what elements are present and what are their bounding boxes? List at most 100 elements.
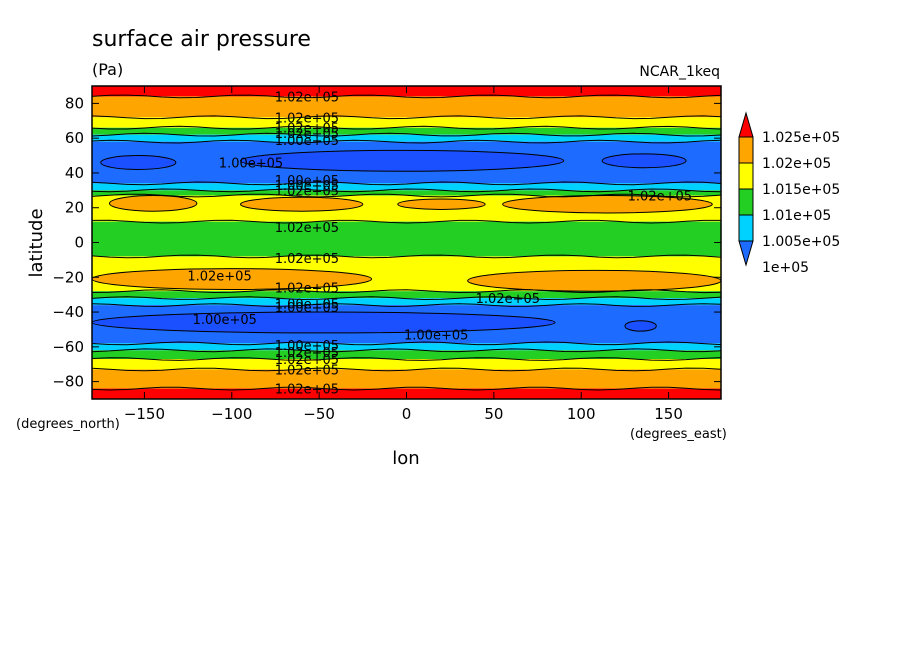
pressure-band-3: [92, 127, 721, 135]
x-axis: −150 −100 −50 0 50 100 150: [124, 86, 683, 423]
y-tick-label: 0: [74, 234, 84, 252]
chart-units: (Pa): [92, 60, 123, 79]
colorbar-segment: [738, 136, 754, 164]
colorbar-level-label: 1.025e+05: [762, 130, 840, 146]
contour-line-8: [92, 219, 721, 224]
contour-line-1: [92, 115, 721, 120]
y-axis: −80 −60 −40 −20 0 20 40 60 80: [52, 94, 721, 391]
contour-label: 1.02e+05: [275, 282, 339, 297]
y-tick-label: 40: [65, 164, 84, 182]
colorbar-level-label: 1.02e+05: [762, 156, 831, 172]
contour-line-0: [92, 94, 721, 99]
contour-label: 1.02e+05: [275, 363, 339, 378]
contour-label: 1.02e+05: [275, 184, 339, 199]
x-tick-label: −150: [124, 405, 165, 423]
colorbar-segment: [738, 214, 754, 242]
pressure-cell-6: [502, 195, 713, 214]
contour-label: 1.02e+05: [275, 122, 339, 137]
y-axis-units: (degrees_north): [16, 417, 120, 432]
pressure-band-16: [92, 359, 721, 370]
y-tick-label: 60: [65, 129, 84, 147]
contour-label: 1.02e+05: [275, 252, 339, 267]
colorbar-legend: 1.025e+05 1.02e+05 1.015e+05 1.01e+05 1.005e…: [738, 111, 840, 276]
pressure-cell-2: [601, 153, 687, 169]
pressure-cell-5: [397, 198, 486, 210]
contour-label: 1.00e+05: [404, 329, 468, 344]
contour-line-10: [92, 289, 721, 294]
chart-title: surface air pressure: [92, 27, 311, 52]
contour-line-14: [92, 348, 721, 353]
colorbar-segment: [738, 188, 754, 216]
pressure-band-15: [92, 350, 721, 360]
x-axis-label: lon: [392, 448, 419, 469]
pressure-band-1: [92, 96, 721, 118]
contour-label: 1.02e+05: [275, 111, 339, 126]
x-tick-label: 100: [567, 405, 596, 423]
contour-line-3: [92, 132, 721, 137]
pressure-band-11: [92, 291, 721, 299]
contour-line-9: [92, 254, 721, 259]
pressure-cell-0: [100, 155, 177, 170]
pressure-cells: [92, 149, 721, 334]
y-tick-label: −80: [52, 373, 84, 391]
x-axis-units: (degrees_east): [630, 427, 727, 442]
contour-line-15: [92, 357, 721, 361]
pressure-cell-3: [108, 195, 198, 212]
pressure-cell-8: [467, 269, 721, 292]
contour-label: 1.02e+05: [275, 221, 339, 236]
pressure-band-6: [92, 183, 721, 191]
x-tick-label: −50: [303, 405, 335, 423]
pressure-band-14: [92, 343, 721, 351]
pressure-cell-4: [240, 196, 364, 212]
x-tick-label: 0: [402, 405, 412, 423]
contour-label: 1.00e+05: [275, 174, 339, 189]
y-tick-label: −40: [52, 303, 84, 321]
y-tick-label: 20: [65, 199, 84, 217]
pressure-cell-10: [624, 320, 657, 332]
contour-label: 1.00e+05: [275, 179, 339, 194]
contour-label: 1.02e+05: [275, 127, 339, 142]
colorbar-level-label: 1.005e+05: [762, 234, 840, 250]
contour-label: 1.02e+05: [476, 292, 540, 307]
pressure-band-9: [92, 221, 721, 257]
contour-label: 1.00e+05: [275, 301, 339, 316]
pressure-cell-7: [92, 268, 373, 290]
contour-label: 1.02e+05: [275, 383, 339, 398]
colorbar-segment: [738, 162, 754, 190]
pressure-cell-1: [240, 149, 565, 172]
plot-area: 1.02e+051.02e+051.02e+051.02e+051.00e+05…: [91, 85, 722, 400]
contour-line-6: [92, 188, 721, 193]
contour-label: 1.00e+05: [219, 157, 283, 172]
contour-line-7: [92, 193, 721, 198]
contour-line-13: [92, 341, 721, 346]
colorbar-level-label: 1.015e+05: [762, 182, 840, 198]
contour-line-2: [92, 125, 721, 130]
pressure-band-17: [92, 369, 721, 389]
contour-label: 1.00e+05: [275, 134, 339, 149]
y-tick-label: −60: [52, 338, 84, 356]
contour-label: 1.02e+05: [187, 270, 251, 285]
colorbar-level-label: 1e+05: [762, 260, 809, 276]
dataset-label: NCAR_1keq: [639, 64, 720, 80]
contour-line-5: [92, 181, 721, 186]
contour-label: 1.00e+05: [275, 297, 339, 312]
contour-line-12: [92, 303, 721, 307]
contour-label: 1.02e+05: [628, 190, 692, 205]
contour-line-11: [92, 296, 721, 301]
contour-label: 1.02e+05: [275, 346, 339, 361]
pressure-band-7: [92, 190, 721, 196]
pressure-band-2: [92, 117, 721, 128]
y-axis-label: latitude: [26, 208, 47, 277]
colorbar-level-label: 1.01e+05: [762, 208, 831, 224]
x-tick-label: −100: [211, 405, 252, 423]
contour-label: 1.02e+05: [275, 90, 339, 105]
contour-label: 1.00e+05: [193, 313, 257, 328]
contour-lines: [92, 94, 721, 391]
contour-labels: 1.02e+051.02e+051.02e+051.02e+051.00e+05…: [187, 90, 692, 397]
pressure-band-12: [92, 298, 721, 306]
x-tick-label: 50: [484, 405, 503, 423]
x-tick-label: 150: [654, 405, 683, 423]
contour-label: 1.02e+05: [275, 353, 339, 368]
contour-line-4: [92, 139, 721, 144]
colorbar-extend-high: [738, 111, 754, 138]
